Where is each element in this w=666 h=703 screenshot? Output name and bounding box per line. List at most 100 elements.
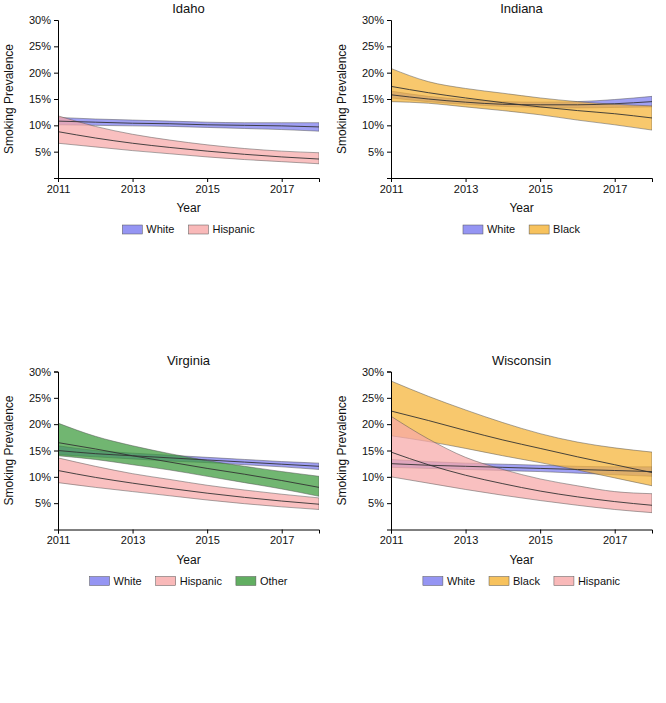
tick: 2017 (270, 178, 294, 195)
tick-mark (58, 530, 59, 534)
tick-label: 2017 (603, 183, 627, 195)
chart-title: Indiana (500, 1, 543, 16)
tick-label: 5% (368, 146, 384, 158)
tick-mark (54, 372, 58, 373)
axis-line (392, 530, 653, 534)
tick-label: 30% (29, 366, 51, 378)
y-axis-title: Smoking Prevalence (335, 44, 349, 154)
tick-mark (207, 530, 208, 534)
tick-label: 30% (362, 14, 384, 26)
tick-label: 2017 (603, 534, 627, 546)
tick-label: 2015 (528, 183, 552, 195)
axis-line (54, 21, 59, 179)
legend-item: Hispanic (554, 575, 621, 587)
tick-label: 2011 (380, 534, 404, 546)
legend-label: Black (513, 575, 540, 587)
legend-item: White (122, 223, 174, 235)
y-axis: 5%10%15%20%25%30% (362, 366, 392, 530)
plot-area (391, 68, 652, 130)
confidence-band (58, 116, 319, 164)
y-axis: 5%10%15%20%25%30% (362, 14, 392, 178)
tick-mark (282, 178, 283, 182)
tick-mark (54, 398, 58, 399)
tick: 2017 (603, 178, 627, 195)
x-axis-title: Year (509, 553, 533, 567)
legend-swatch (463, 225, 483, 234)
tick: 15% (29, 445, 58, 457)
legend-item: White (463, 223, 515, 235)
x-axis: 2011201320152017 (47, 178, 320, 195)
tick-label: 15% (29, 93, 51, 105)
tick-mark (387, 20, 391, 21)
tick-mark (391, 530, 392, 534)
tick-label: 20% (29, 67, 51, 79)
tick: 20% (362, 418, 391, 430)
tick-label: 2015 (528, 534, 552, 546)
tick-label: 10% (362, 471, 384, 483)
tick: 20% (29, 67, 58, 79)
legend-swatch (236, 577, 256, 586)
tick: 2013 (121, 178, 145, 195)
tick: 2013 (454, 530, 478, 547)
tick-label: 10% (362, 119, 384, 131)
tick-label: 30% (29, 14, 51, 26)
tick: 25% (29, 40, 58, 52)
tick-mark (54, 46, 58, 47)
tick: 5% (35, 497, 58, 509)
tick-mark (387, 451, 391, 452)
axis-line (392, 179, 653, 183)
confidence-band (58, 423, 319, 496)
tick: 2011 (380, 178, 404, 195)
tick-label: 10% (29, 119, 51, 131)
x-axis-title: Year (176, 201, 200, 215)
axis-line (59, 179, 320, 183)
tick-mark (207, 178, 208, 182)
tick-mark (133, 178, 134, 182)
tick-mark (387, 46, 391, 47)
tick-mark (387, 398, 391, 399)
tick: 10% (362, 471, 391, 483)
panel: Idaho5%10%15%20%25%30%2011201320152017Ye… (2, 1, 320, 235)
series-line (391, 411, 652, 473)
x-axis: 2011 2013 2015 2017 (47, 530, 320, 547)
legend-item: White (90, 575, 142, 587)
tick: 2015 (528, 530, 552, 547)
tick-label: 25% (29, 392, 51, 404)
tick: 2013 (121, 530, 145, 547)
tick-label: 15% (362, 93, 384, 105)
tick: 30% (29, 366, 58, 378)
tick-label: 2013 (454, 183, 478, 195)
tick-label: 2017 (270, 534, 294, 546)
y-axis-title: Smoking Prevalence (335, 395, 349, 505)
tick-mark (387, 73, 391, 74)
legend-label: White (114, 575, 142, 587)
tick: 2015 (528, 178, 552, 195)
series-line (58, 443, 319, 488)
tick: 20% (29, 418, 58, 430)
tick-mark (54, 152, 58, 153)
tick: 30% (29, 14, 58, 26)
tick-mark (54, 20, 58, 21)
tick-label: 2011 (47, 534, 71, 546)
tick: 25% (29, 392, 58, 404)
tick: 5% (368, 497, 391, 509)
tick-label: 5% (368, 497, 384, 509)
legend-swatch (423, 577, 443, 586)
x-axis-title: Year (176, 553, 200, 567)
legend-label: Hispanic (212, 223, 255, 235)
tick-mark (540, 530, 541, 534)
tick-mark (54, 451, 58, 452)
tick-label: 20% (29, 418, 51, 430)
legend-swatch (122, 225, 142, 234)
axis-line (59, 530, 320, 534)
tick: 30% (362, 366, 391, 378)
series-line (58, 451, 319, 467)
series-line (58, 132, 319, 159)
tick-mark (387, 424, 391, 425)
tick-label: 2015 (195, 534, 219, 546)
tick: 5% (368, 146, 391, 158)
tick-label: 30% (362, 366, 384, 378)
legend-label: Other (260, 575, 288, 587)
tick-mark (466, 530, 467, 534)
tick: 2017 (603, 530, 627, 547)
